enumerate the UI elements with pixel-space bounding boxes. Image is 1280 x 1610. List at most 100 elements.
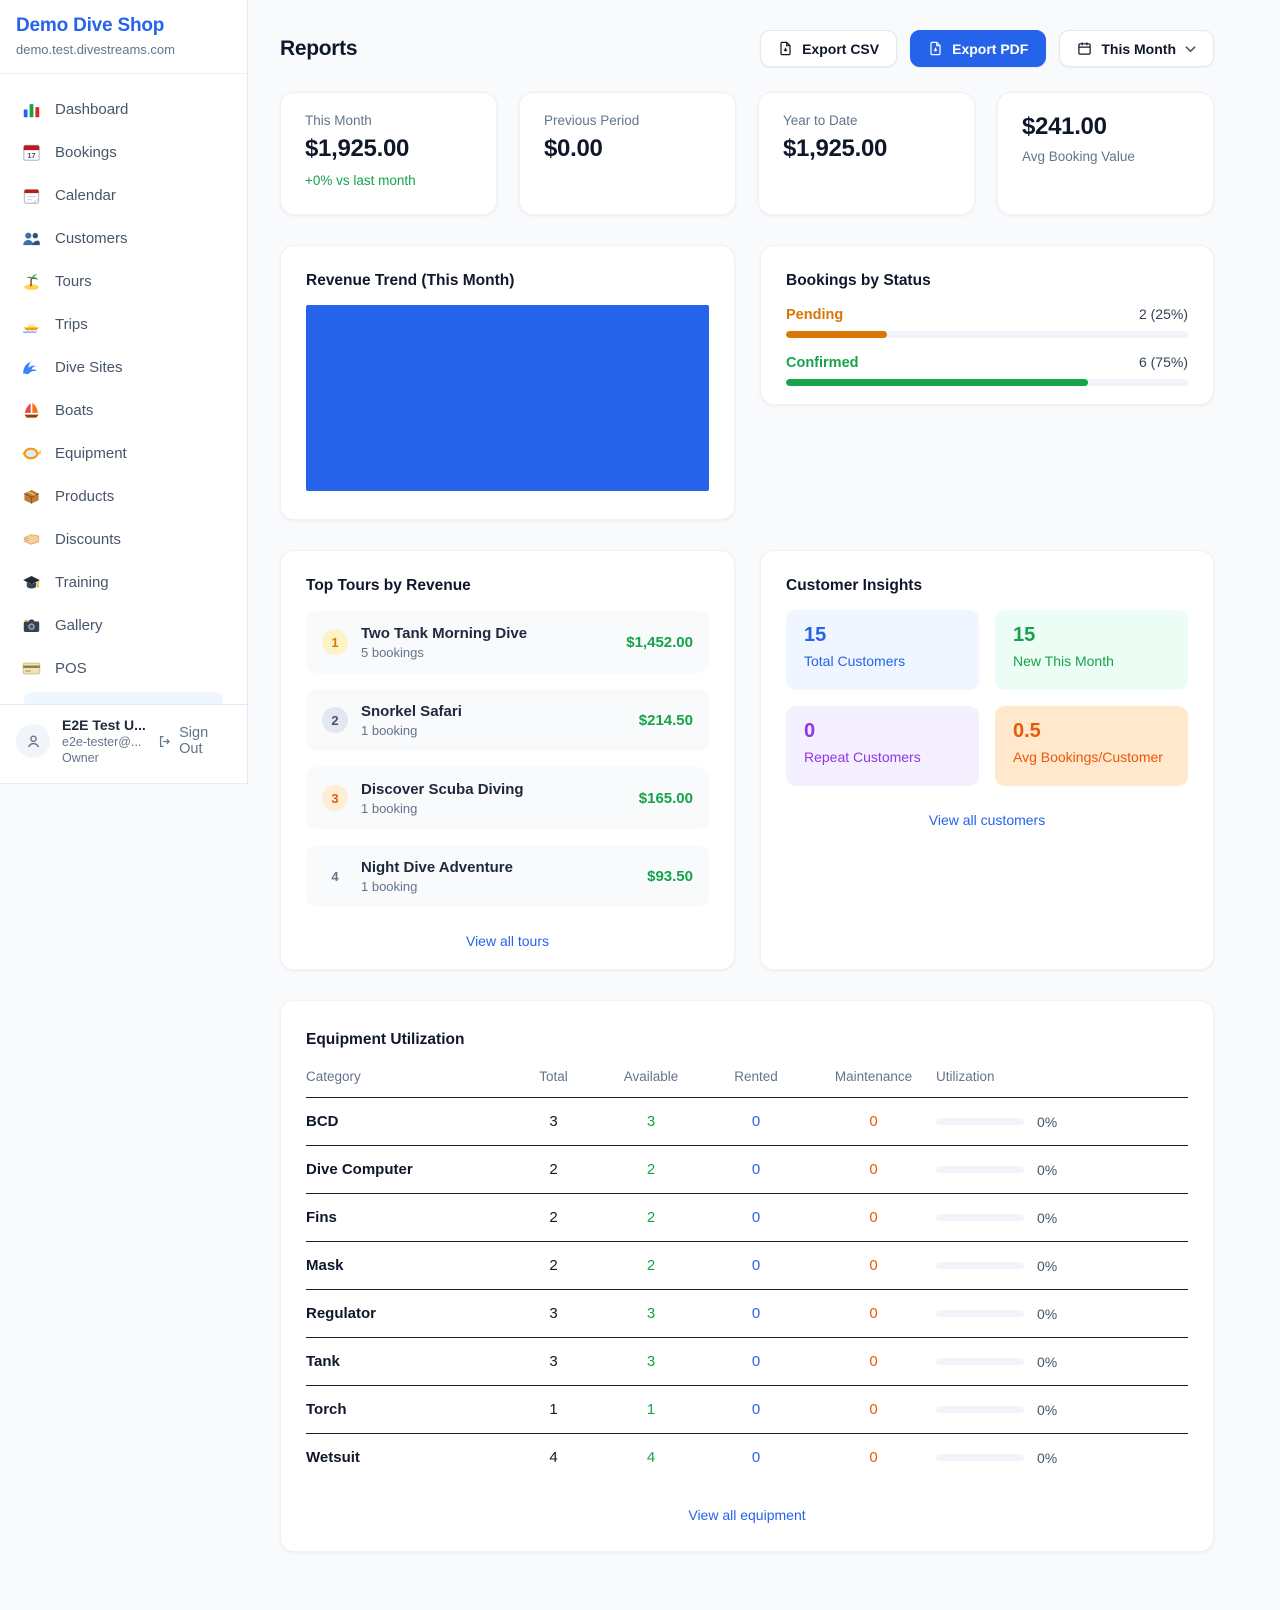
cell-available: 3	[601, 1289, 701, 1338]
brand-block: Demo Dive Shop demo.test.divestreams.com	[0, 0, 247, 74]
sidebar-item-label: Tours	[55, 273, 92, 290]
customer-insights-card: Customer Insights 15 Total Customers 15 …	[760, 550, 1214, 970]
cell-available: 2	[601, 1241, 701, 1290]
column-header: Category	[306, 1069, 506, 1098]
sidebar-item-bookings[interactable]: 17 Bookings	[12, 131, 235, 174]
sidebar: Demo Dive Shop demo.test.divestreams.com…	[0, 0, 248, 784]
shop-domain: demo.test.divestreams.com	[16, 42, 175, 57]
sidebar-item-trips[interactable]: Trips	[12, 303, 235, 346]
sign-out-button[interactable]: Sign Out	[157, 725, 232, 757]
cell-available: 1	[601, 1385, 701, 1434]
column-header: Rented	[701, 1069, 811, 1098]
sidebar-item-calendar[interactable]: Calendar	[12, 174, 235, 217]
status-label: Pending	[786, 307, 844, 323]
charts-row: Revenue Trend (This Month) Bookings by S…	[280, 245, 1214, 520]
tour-revenue: $93.50	[647, 867, 693, 885]
sidebar-nav: Dashboard 17 Bookings Calendar Customers…	[0, 74, 247, 704]
sidebar-item-training[interactable]: Training	[12, 561, 235, 604]
cell-total: 3	[506, 1337, 601, 1386]
sidebar-item-active-partial[interactable]	[24, 692, 223, 704]
bookings-status-card: Bookings by Status Pending 2 (25%) Confi…	[760, 245, 1214, 405]
cell-total: 1	[506, 1385, 601, 1434]
sidebar-item-equipment[interactable]: Equipment	[12, 432, 235, 475]
revenue-trend-card: Revenue Trend (This Month)	[280, 245, 735, 520]
sidebar-item-pos[interactable]: POS	[12, 647, 235, 690]
stat-card-this-month: This Month $1,925.00 +0% vs last month	[280, 92, 497, 215]
utilization-percent: 0%	[1037, 1401, 1058, 1418]
stat-value: $0.00	[544, 135, 603, 162]
insights-row: Top Tours by Revenue 1 Two Tank Morning …	[280, 550, 1214, 970]
sidebar-item-label: Equipment	[55, 445, 127, 462]
tour-name: Discover Scuba Diving	[361, 780, 524, 798]
insight-tiles: 15 Total Customers 15 New This Month 0 R…	[786, 610, 1188, 786]
cell-rented: 0	[701, 1193, 811, 1242]
page-header: Reports Export CSV Export PDF This Month	[280, 30, 1214, 67]
sidebar-item-products[interactable]: Products	[12, 475, 235, 518]
bar-chart-icon	[22, 100, 41, 119]
sidebar-item-tours[interactable]: Tours	[12, 260, 235, 303]
utilization-bar	[936, 1118, 1024, 1125]
view-all-tours-link[interactable]: View all tours	[465, 933, 549, 949]
tour-bookings: 1 booking	[361, 800, 418, 816]
table-row: Regulator 3 3 0 0 0%	[306, 1289, 1188, 1338]
cell-available: 2	[601, 1145, 701, 1194]
export-csv-label: Export CSV	[802, 40, 880, 57]
user-name: E2E Test U...	[62, 717, 146, 733]
tile-label: New This Month	[1013, 653, 1114, 669]
tour-name: Snorkel Safari	[361, 702, 462, 720]
sidebar-item-customers[interactable]: Customers	[12, 217, 235, 260]
sidebar-item-dashboard[interactable]: Dashboard	[12, 88, 235, 131]
sidebar-item-gallery[interactable]: Gallery	[12, 604, 235, 647]
sidebar-item-label: Gallery	[55, 617, 103, 634]
sidebar-item-label: Training	[55, 574, 109, 591]
shop-name: Demo Dive Shop	[16, 15, 165, 36]
tile-value: 0	[804, 720, 816, 742]
revenue-trend-chart	[306, 305, 709, 491]
cell-rented: 0	[701, 1097, 811, 1146]
cell-category: BCD	[306, 1097, 506, 1146]
stats-row: This Month $1,925.00 +0% vs last month P…	[280, 92, 1214, 215]
table-row: Dive Computer 2 2 0 0 0%	[306, 1145, 1188, 1194]
calendar-icon	[1078, 42, 1092, 55]
cell-category: Fins	[306, 1193, 506, 1242]
cell-rented: 0	[701, 1385, 811, 1434]
table-header-row: Category Total Available Rented Maintena…	[306, 1069, 1188, 1098]
equipment-utilization-title: Equipment Utilization	[306, 1031, 465, 1048]
sidebar-item-discounts[interactable]: Discounts	[12, 518, 235, 561]
status-value: 6 (75%)	[1138, 354, 1188, 370]
package-icon	[22, 487, 41, 506]
cell-available: 2	[601, 1193, 701, 1242]
tile-label: Avg Bookings/Customer	[1013, 749, 1163, 765]
export-csv-button[interactable]: Export CSV	[760, 30, 898, 67]
file-download-icon	[930, 41, 941, 56]
cell-maintenance: 0	[811, 1337, 936, 1386]
svg-text:17: 17	[27, 151, 35, 160]
period-dropdown[interactable]: This Month	[1059, 30, 1214, 67]
column-header: Total	[506, 1069, 601, 1098]
tile-repeat-customers: 0 Repeat Customers	[786, 706, 979, 786]
view-all-customers-link[interactable]: View all customers	[928, 812, 1046, 828]
sidebar-item-boats[interactable]: Boats	[12, 389, 235, 432]
equipment-utilization-card: Equipment Utilization Category Total Ava…	[280, 1000, 1214, 1552]
export-pdf-button[interactable]: Export PDF	[910, 30, 1047, 67]
stat-card-year-to-date: Year to Date $1,925.00	[758, 92, 975, 215]
cell-available: 4	[646, 1449, 656, 1466]
customer-insights-title: Customer Insights	[786, 577, 923, 594]
cell-category: Wetsuit	[306, 1449, 360, 1466]
sidebar-item-label: Dashboard	[55, 101, 129, 118]
sidebar-item-dive-sites[interactable]: Dive Sites	[12, 346, 235, 389]
utilization-percent: 0%	[1037, 1209, 1058, 1226]
chevron-down-icon	[1185, 45, 1196, 52]
cell-available: 3	[601, 1097, 701, 1146]
user-role: Owner	[62, 751, 99, 765]
view-all-equipment-link[interactable]: View all equipment	[688, 1507, 806, 1523]
utilization-bar	[936, 1358, 1024, 1365]
utilization-bar	[936, 1406, 1024, 1413]
utilization-percent: 0%	[1037, 1449, 1058, 1466]
utilization-percent: 0%	[1037, 1257, 1058, 1274]
rank-badge: 3	[322, 785, 348, 811]
period-label: This Month	[1101, 40, 1176, 57]
bookings-status-title: Bookings by Status	[786, 272, 931, 289]
cell-total: 3	[506, 1097, 601, 1146]
cell-category: Mask	[306, 1241, 506, 1290]
